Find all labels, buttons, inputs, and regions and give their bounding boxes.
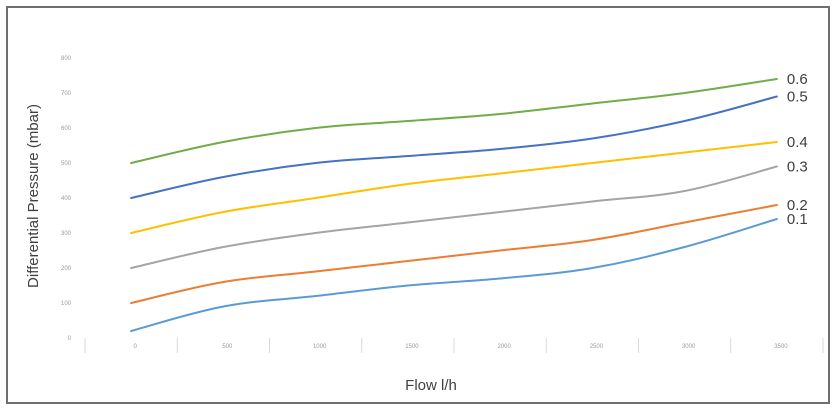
y-tick-label: 600 (61, 126, 72, 132)
series-line-0-3 (130, 165, 778, 269)
series-label-0-1: 0.1 (787, 211, 808, 228)
y-tick-label: 700 (61, 91, 72, 97)
x-tick-label: 2500 (590, 344, 604, 350)
x-axis-title: Flow l/h (405, 377, 457, 394)
series-line-0-1 (130, 218, 778, 332)
series-label-0-2: 0.2 (787, 197, 808, 214)
y-axis-title: Differential Pressure (mbar) (25, 104, 42, 288)
chart-frame (6, 6, 830, 404)
series-line-0-2 (130, 204, 778, 304)
y-tick-label: 200 (61, 266, 72, 272)
grid-lines (84, 338, 824, 353)
y-tick-label: 100 (61, 301, 72, 307)
series-lines (130, 78, 778, 332)
y-tick-label: 300 (61, 231, 72, 237)
y-tick-label: 800 (61, 56, 72, 62)
x-tick-label: 3000 (682, 344, 696, 350)
series-line-0-5 (130, 95, 778, 199)
series-line-0-4 (130, 141, 778, 234)
series-label-0-3: 0.3 (787, 159, 808, 176)
series-label-0-6: 0.6 (787, 71, 808, 88)
series-label-0-4: 0.4 (787, 134, 808, 151)
y-tick-label: 0 (68, 336, 72, 342)
x-tick-labels: 0 500 1000 1500 2000 2500 3000 3500 (133, 344, 788, 350)
y-tick-label: 500 (61, 161, 72, 167)
x-tick-label: 2000 (497, 344, 511, 350)
y-tick-labels: 0 100 200 300 400 500 600 700 800 (61, 56, 72, 342)
x-tick-label: 500 (222, 344, 233, 350)
series-label-0-5: 0.5 (787, 89, 808, 106)
x-tick-label: 0 (133, 344, 137, 350)
x-tick-label: 3500 (774, 344, 788, 350)
x-tick-label: 1000 (313, 344, 327, 350)
x-tick-label: 1500 (405, 344, 419, 350)
series-line-0-6 (130, 78, 778, 164)
y-tick-label: 400 (61, 196, 72, 202)
series-end-labels: 0.10.2 0.3 0.4 0.50.6 (787, 71, 808, 228)
